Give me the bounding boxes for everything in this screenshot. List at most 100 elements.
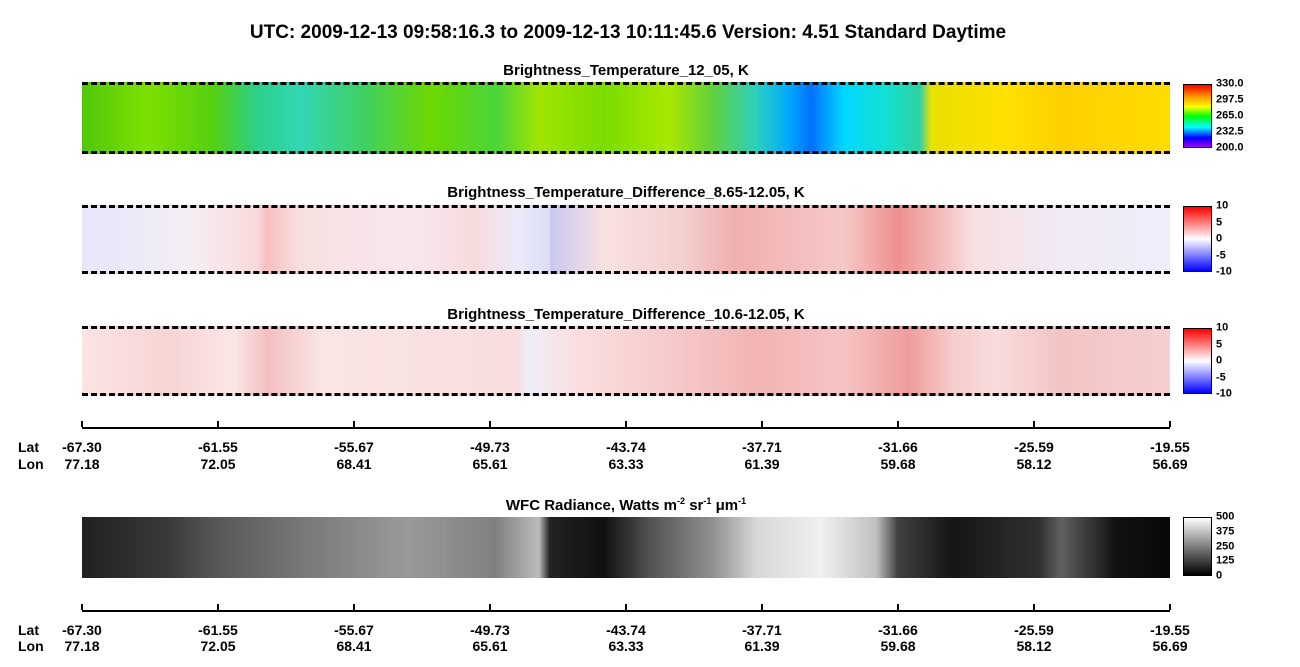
tick-mark [1169,421,1171,427]
colorbar-label: 265.0 [1216,109,1244,122]
tick-mark [625,604,627,610]
panel-title: WFC Radiance, Watts m-2 sr-1 μm-1 [82,496,1170,514]
lat-label: -61.55 [198,439,238,455]
colorbar-label: 330.0 [1216,77,1244,90]
lon-label: 65.61 [472,638,508,654]
title-part: -1 [738,496,747,506]
page-title: UTC: 2009-12-13 09:58:16.3 to 2009-12-13… [249,22,1007,43]
lon-label: 77.18 [64,456,100,472]
title-part: -1 [703,496,712,506]
lon-label: 58.12 [1016,456,1052,472]
tick-mark [489,604,491,610]
tick-mark [897,604,899,610]
colorbar-label: 5 [1216,338,1223,350]
colorbar-label: 0 [1216,569,1223,582]
lat-label: -19.55 [1150,622,1190,638]
panel-title: Brightness_Temperature_12_05, K [503,62,749,79]
lon-name: Lon [18,456,44,472]
tick-mark [217,421,219,427]
axis-line [82,427,1170,429]
colorbar-label: 0 [1216,232,1223,245]
lon-label: 58.12 [1016,638,1052,654]
colorbar-label: 125 [1216,554,1235,567]
lat-label: -25.59 [1014,622,1054,638]
lat-name: Lat [18,439,39,455]
colorbar [1183,84,1212,148]
lat-name: Lat [18,622,39,638]
colorbar-label: -5 [1216,249,1226,261]
colorbar-label: -10 [1216,265,1232,278]
tick-mark [1169,604,1171,610]
colorbar [1183,328,1212,394]
colorbar [1183,517,1212,576]
lon-label: 68.41 [336,456,372,472]
lat-label: -43.74 [606,439,646,455]
title-part: -2 [677,496,686,506]
tick-mark [353,421,355,427]
bt12-swath [82,82,1170,154]
lat-label: -49.73 [470,622,510,638]
tick-mark [897,421,899,427]
colorbar-label: 0 [1216,354,1223,367]
lat-label: -37.71 [742,622,782,638]
panel-title: Brightness_Temperature_Difference_10.6-1… [447,306,805,323]
lon-label: 61.39 [744,456,780,472]
colorbar-label: -10 [1216,387,1232,400]
btd106-swath [82,326,1170,396]
tick-mark [1033,604,1035,610]
panel-title: Brightness_Temperature_Difference_8.65-1… [447,184,805,201]
axis-line [82,610,1170,612]
colorbar-label: 297.5 [1216,93,1244,106]
tick-mark [217,604,219,610]
lat-label: -67.30 [62,622,102,638]
lat-label: -43.74 [606,622,646,638]
title-part: μm [711,497,739,514]
lon-label: 59.68 [880,456,916,472]
lon-name: Lon [18,638,44,654]
title-part: sr [685,497,704,514]
lon-label: 56.69 [1152,638,1188,654]
colorbar-label: 250 [1216,540,1235,552]
lat-label: -61.55 [198,622,238,638]
lat-label: -55.67 [334,622,374,638]
lat-label: -25.59 [1014,439,1054,455]
colorbar-label: 5 [1216,216,1223,228]
wfc-swath [82,517,1170,578]
lat-label: -31.66 [878,439,918,455]
colorbar-label: 200.0 [1216,141,1244,154]
lat-label: -55.67 [334,439,374,455]
tick-mark [353,604,355,610]
tick-mark [761,604,763,610]
lon-label: 63.33 [608,456,644,472]
lon-label: 65.61 [472,456,508,472]
lon-label: 63.33 [608,638,644,654]
colorbar-label: 500 [1216,510,1235,523]
lon-label: 72.05 [200,638,236,654]
tick-mark [625,421,627,427]
btd865-swath [82,205,1170,274]
lat-label: -37.71 [742,439,782,455]
lon-label: 59.68 [880,638,916,654]
tick-mark [1033,421,1035,427]
lon-label: 61.39 [744,638,780,654]
lon-label: 56.69 [1152,456,1188,472]
tick-mark [81,421,83,427]
tick-mark [489,421,491,427]
title-part: WFC Radiance, Watts m [505,497,678,514]
lat-label: -49.73 [470,439,510,455]
tick-mark [761,421,763,427]
lon-label: 68.41 [336,638,372,654]
colorbar-label: 10 [1216,199,1229,212]
lat-label: -67.30 [62,439,102,455]
colorbar [1183,206,1212,272]
lat-label: -19.55 [1150,439,1190,455]
tick-mark [81,604,83,610]
colorbar-label: 375 [1216,525,1235,538]
colorbar-label: 232.5 [1216,125,1244,138]
lon-label: 77.18 [64,638,100,654]
colorbar-label: -5 [1216,371,1226,383]
colorbar-label: 10 [1216,321,1229,334]
lat-label: -31.66 [878,622,918,638]
lon-label: 72.05 [200,456,236,472]
